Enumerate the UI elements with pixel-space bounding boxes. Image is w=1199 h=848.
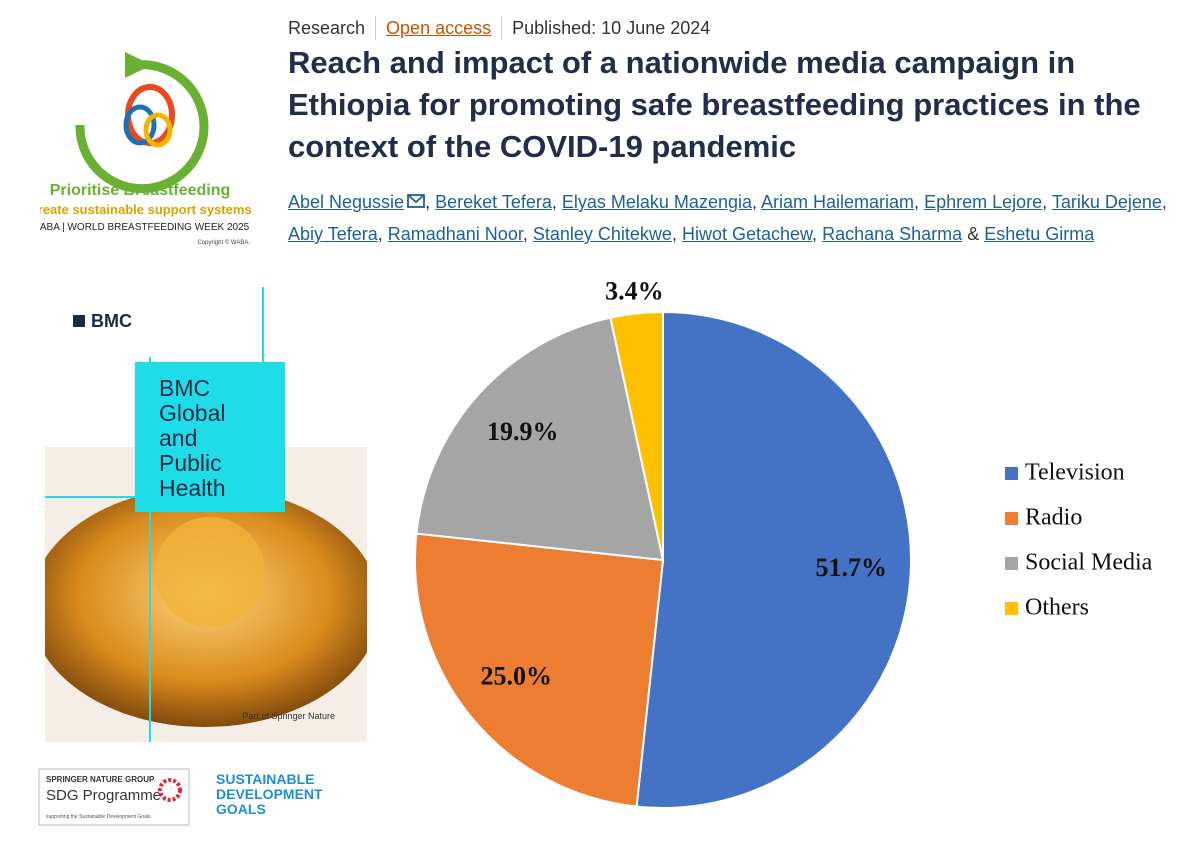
author[interactable]: Tariku Dejene [1051, 192, 1162, 212]
pie-slice [635, 310, 912, 809]
author[interactable]: Rachana Sharma [822, 224, 963, 244]
author[interactable]: Ephrem Lejore [924, 192, 1043, 212]
pie-slice [414, 532, 665, 808]
data-label: 25.0% [481, 661, 553, 690]
envelope [407, 194, 425, 208]
legend-swatch [1005, 467, 1018, 480]
separator: , [377, 224, 383, 244]
logo-figure [143, 112, 173, 148]
authors: Abel Negussie, Bereket Tefera, Elyas Mel… [288, 186, 1168, 250]
waba-logo: Prioritise Breastfeeding Create sustaina… [40, 52, 252, 246]
separator: , [671, 224, 677, 244]
logo-arrowhead [125, 52, 152, 78]
legend-swatch [1005, 557, 1018, 570]
sponsor-programme: SDG Programme [46, 787, 161, 804]
logo-copyright: Copyright © WABA. [197, 239, 250, 246]
open-access[interactable]: Open access [386, 17, 492, 38]
logo-figure [123, 104, 157, 146]
pie-chart: 51.7% 25.0% 19.9% 3.4% Television Radio Social… [414, 276, 1153, 809]
data-label: 3.4% [605, 276, 664, 305]
article-title: Reach and impact of a nationwide media c… [288, 45, 1141, 164]
author[interactable]: Ramadhani Noor [387, 224, 523, 244]
author[interactable]: Stanley Chitekwe [532, 224, 672, 244]
data-label: 51.7% [815, 553, 887, 582]
separator: , [751, 192, 757, 212]
legend-label: Social Media [1025, 550, 1153, 576]
author[interactable]: Eshetu Girma [984, 224, 1095, 244]
legend-label: Others [1025, 595, 1089, 621]
publisher: BMC [91, 311, 132, 331]
author[interactable]: Abel Negussie [288, 192, 405, 212]
author[interactable]: Ariam Hailemariam [761, 192, 915, 212]
pie-slice [415, 316, 665, 562]
logo-subtitle: Create sustainable support systems [40, 202, 252, 217]
journal-name: BMC Global and Public Health [159, 375, 226, 501]
separator [375, 16, 377, 40]
journal-cover: BMC Part of Springer Nature [45, 287, 367, 742]
article-type: Research [288, 17, 366, 38]
conjunction: & [967, 224, 980, 244]
logo-tagline: Prioritise Breastfeeding [50, 182, 231, 199]
separator: , [1161, 192, 1167, 212]
legend-swatch [1005, 512, 1018, 525]
separator: , [914, 192, 920, 212]
sponsor-group: SPRINGER NATURE GROUP [46, 775, 155, 784]
bmc-mark [73, 315, 85, 327]
cover-footer: Part of Springer Nature [242, 711, 335, 721]
envelope-flap [407, 194, 425, 204]
author[interactable]: Hiwot Getachew [681, 224, 813, 244]
article-meta: Research Open access Published: 10 June … [288, 16, 710, 40]
separator: , [425, 192, 431, 212]
author[interactable]: Elyas Melaku Mazengia [561, 192, 752, 212]
author[interactable]: Abiy Tefera [288, 224, 378, 244]
legend-label: Television [1025, 460, 1125, 486]
sponsors: SPRINGER NATURE GROUP SDG Programme supp… [38, 768, 190, 826]
author[interactable]: Bereket Tefera [435, 192, 552, 212]
logo-arrow [75, 60, 209, 194]
legend-label: Radio [1025, 505, 1082, 531]
sponsor-note: supporting the Sustainable Development G… [46, 814, 151, 820]
separator [501, 16, 503, 40]
cover-art: BMC Part of Springer Nature [45, 287, 367, 742]
email-icon[interactable] [407, 194, 425, 208]
legend-swatch [1005, 602, 1018, 615]
separator: , [522, 224, 528, 244]
separator: , [812, 224, 818, 244]
sdg-logo: SUSTAINABLE DEVELOPMENT GOALS [216, 771, 323, 817]
sdg-wheel [158, 778, 182, 802]
published: Published: 10 June 2024 [512, 17, 711, 38]
logo-event: WABA | WORLD BREASTFEEDING WEEK 2025 [40, 222, 250, 233]
data-label: 19.9% [487, 417, 559, 446]
separator: , [1042, 192, 1048, 212]
cover-globe [155, 517, 265, 627]
separator: , [551, 192, 557, 212]
journal-name-box: BMC Global and Public Health [135, 362, 285, 512]
pie-slice [609, 310, 664, 561]
